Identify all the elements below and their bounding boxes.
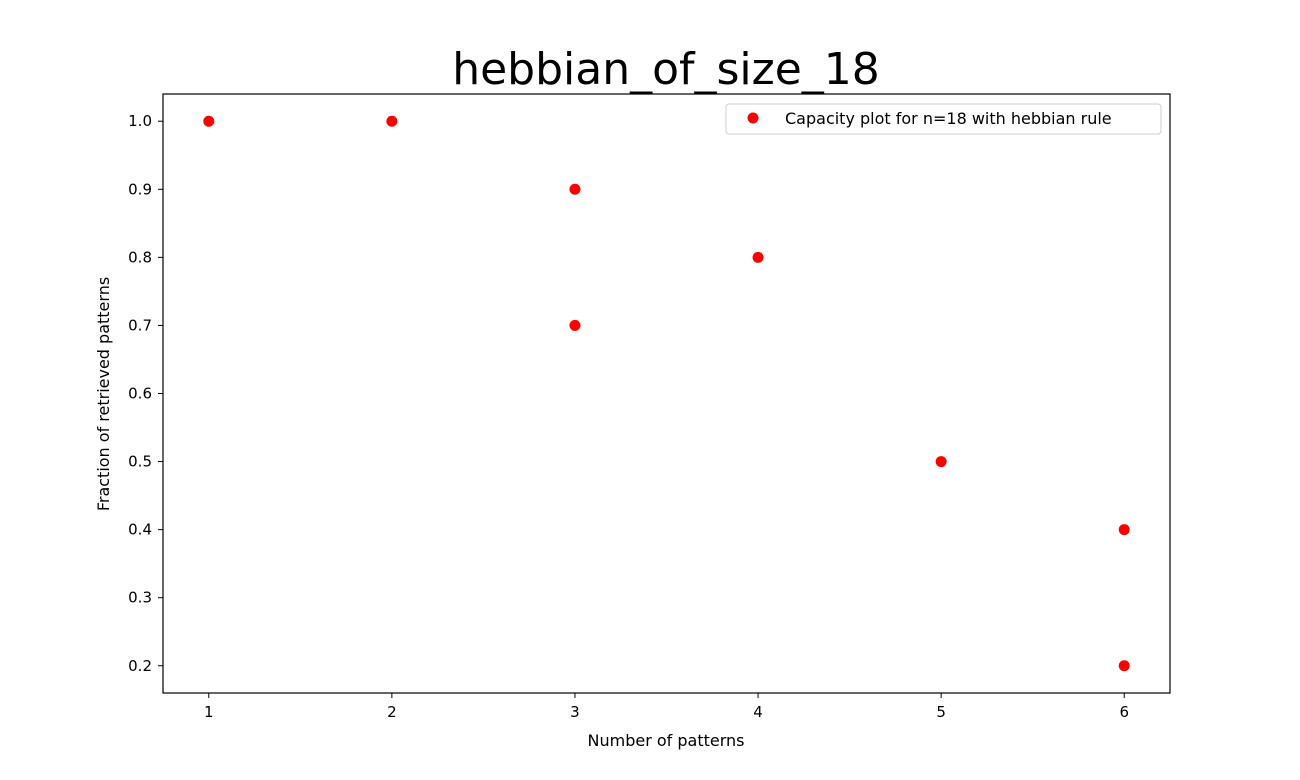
y-tick-label: 0.6 (128, 385, 152, 403)
y-tick-label: 0.5 (128, 453, 152, 471)
legend-box (725, 103, 1162, 135)
data-point (569, 319, 581, 331)
y-axis-label: Fraction of retrieved patterns (94, 277, 113, 511)
y-tick-label: 0.3 (128, 589, 152, 607)
y-tick-label: 0.2 (128, 657, 152, 675)
x-tick-label: 1 (204, 703, 214, 721)
data-point (1118, 660, 1130, 672)
x-axis-label: Number of patterns (588, 731, 745, 750)
y-tick-label: 1.0 (128, 112, 152, 130)
chart-title: hebbian_of_size_18 (452, 44, 880, 95)
y-tick-label: 0.9 (128, 180, 152, 198)
plot-area: 1 2 3 4 5 6 0.2 0.3 0.4 0.5 0.6 0.7 0.8 0.9 1.0 (128, 93, 1171, 721)
x-axis-ticks: 1 2 3 4 5 6 (204, 693, 1129, 721)
x-tick-label: 4 (753, 703, 763, 721)
data-point (386, 115, 398, 127)
x-tick-label: 2 (387, 703, 397, 721)
x-tick-label: 5 (936, 703, 946, 721)
data-point (752, 251, 764, 263)
data-point (1118, 524, 1130, 536)
x-tick-label: 6 (1119, 703, 1129, 721)
legend: Capacity plot for n=18 with hebbian rule (725, 103, 1162, 135)
x-tick-label: 3 (570, 703, 580, 721)
y-axis-ticks: 0.2 0.3 0.4 0.5 0.6 0.7 0.8 0.9 1.0 (128, 112, 163, 675)
data-points (203, 115, 1130, 672)
legend-entry-label: Capacity plot for n=18 with hebbian rule (785, 109, 1112, 128)
y-tick-label: 0.8 (128, 248, 152, 266)
data-point (935, 456, 947, 468)
data-point (203, 115, 215, 127)
y-tick-label: 0.7 (128, 316, 152, 334)
legend-marker (747, 112, 759, 124)
data-point (569, 183, 581, 195)
y-tick-label: 0.4 (128, 521, 152, 539)
axes-frame (162, 93, 1171, 694)
